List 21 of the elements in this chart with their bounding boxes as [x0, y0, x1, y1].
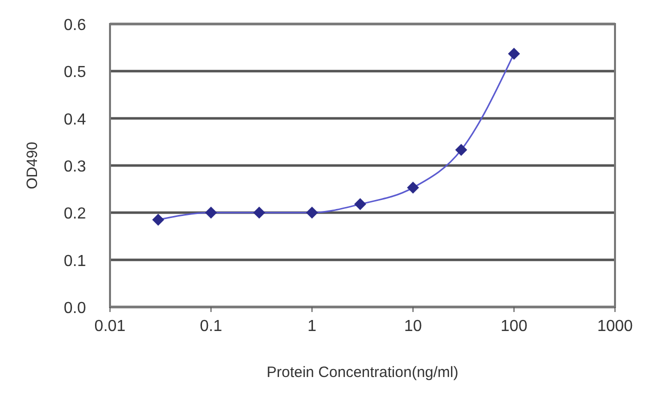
point — [306, 206, 318, 219]
x-tick-label: 1000 — [597, 318, 633, 335]
x-tick-label: 0.1 — [200, 318, 222, 335]
y-tick-label: 0.6 — [64, 17, 86, 34]
y-tick-label: 0.4 — [64, 111, 86, 128]
point — [253, 206, 266, 219]
x-axis-title: Protein Concentration(ng/ml) — [266, 364, 458, 381]
y-axis-title: OD490 — [24, 142, 41, 190]
x-tick-label: 0.01 — [94, 318, 126, 335]
y-tick-label: 0.1 — [64, 252, 86, 270]
y-tick-label: 0.3 — [64, 158, 86, 176]
y-tick-label: 0.0 — [64, 300, 86, 317]
point — [407, 182, 419, 194]
x-tick-label: 10 — [404, 318, 422, 335]
y-tick-label: 0.2 — [64, 206, 86, 223]
y-tick-label: 0.5 — [64, 64, 86, 82]
point — [354, 198, 366, 210]
point — [152, 214, 164, 226]
x-tick-label: 100 — [500, 318, 528, 335]
x-tick-label: 1 — [308, 318, 317, 335]
point — [508, 48, 520, 60]
